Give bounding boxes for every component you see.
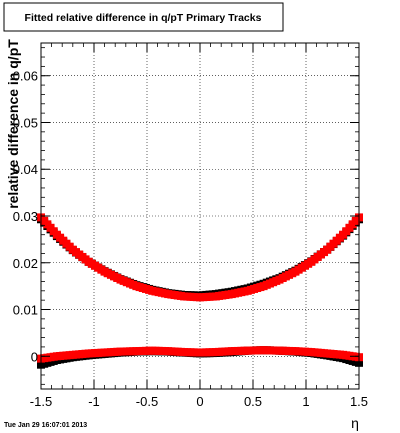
- y-axis-label: relative difference in q/pT: [5, 39, 21, 209]
- x-tick-label: -1.5: [30, 394, 52, 409]
- y-tick-label: 0.04: [13, 162, 38, 177]
- x-tick-label: -0.5: [136, 394, 158, 409]
- x-tick-label: 0: [196, 394, 203, 409]
- y-tick-label: 0.06: [13, 69, 38, 84]
- x-tick-label: -1: [88, 394, 100, 409]
- y-tick-label: 0.03: [13, 209, 38, 224]
- x-tick-label: 1.5: [350, 394, 368, 409]
- title-box: Fitted relative difference in q/pT Prima…: [3, 2, 284, 32]
- series-1: [37, 213, 363, 302]
- y-tick-label: 0.05: [13, 115, 38, 130]
- y-tick-label: 0.02: [13, 256, 38, 271]
- x-tick-label: 1: [302, 394, 309, 409]
- timestamp: Tue Jan 29 16:07:01 2013: [4, 422, 87, 429]
- y-tick-labels: 0 0.01 0.02 0.03 0.04 0.05 0.06: [13, 69, 38, 365]
- x-axis-label: η: [351, 415, 359, 431]
- chart-title: Fitted relative difference in q/pT Prima…: [25, 12, 262, 24]
- data-points: [37, 213, 363, 369]
- x-tick-labels: -1.5 -1 -0.5 0 0.5 1 1.5: [30, 394, 368, 409]
- axis-ticks: [40, 43, 360, 389]
- series-3: [37, 346, 363, 363]
- title-box-frame: [3, 2, 284, 32]
- x-tick-label: 0.5: [244, 394, 262, 409]
- y-tick-label: 0.01: [13, 303, 38, 318]
- y-tick-label: 0: [31, 349, 38, 364]
